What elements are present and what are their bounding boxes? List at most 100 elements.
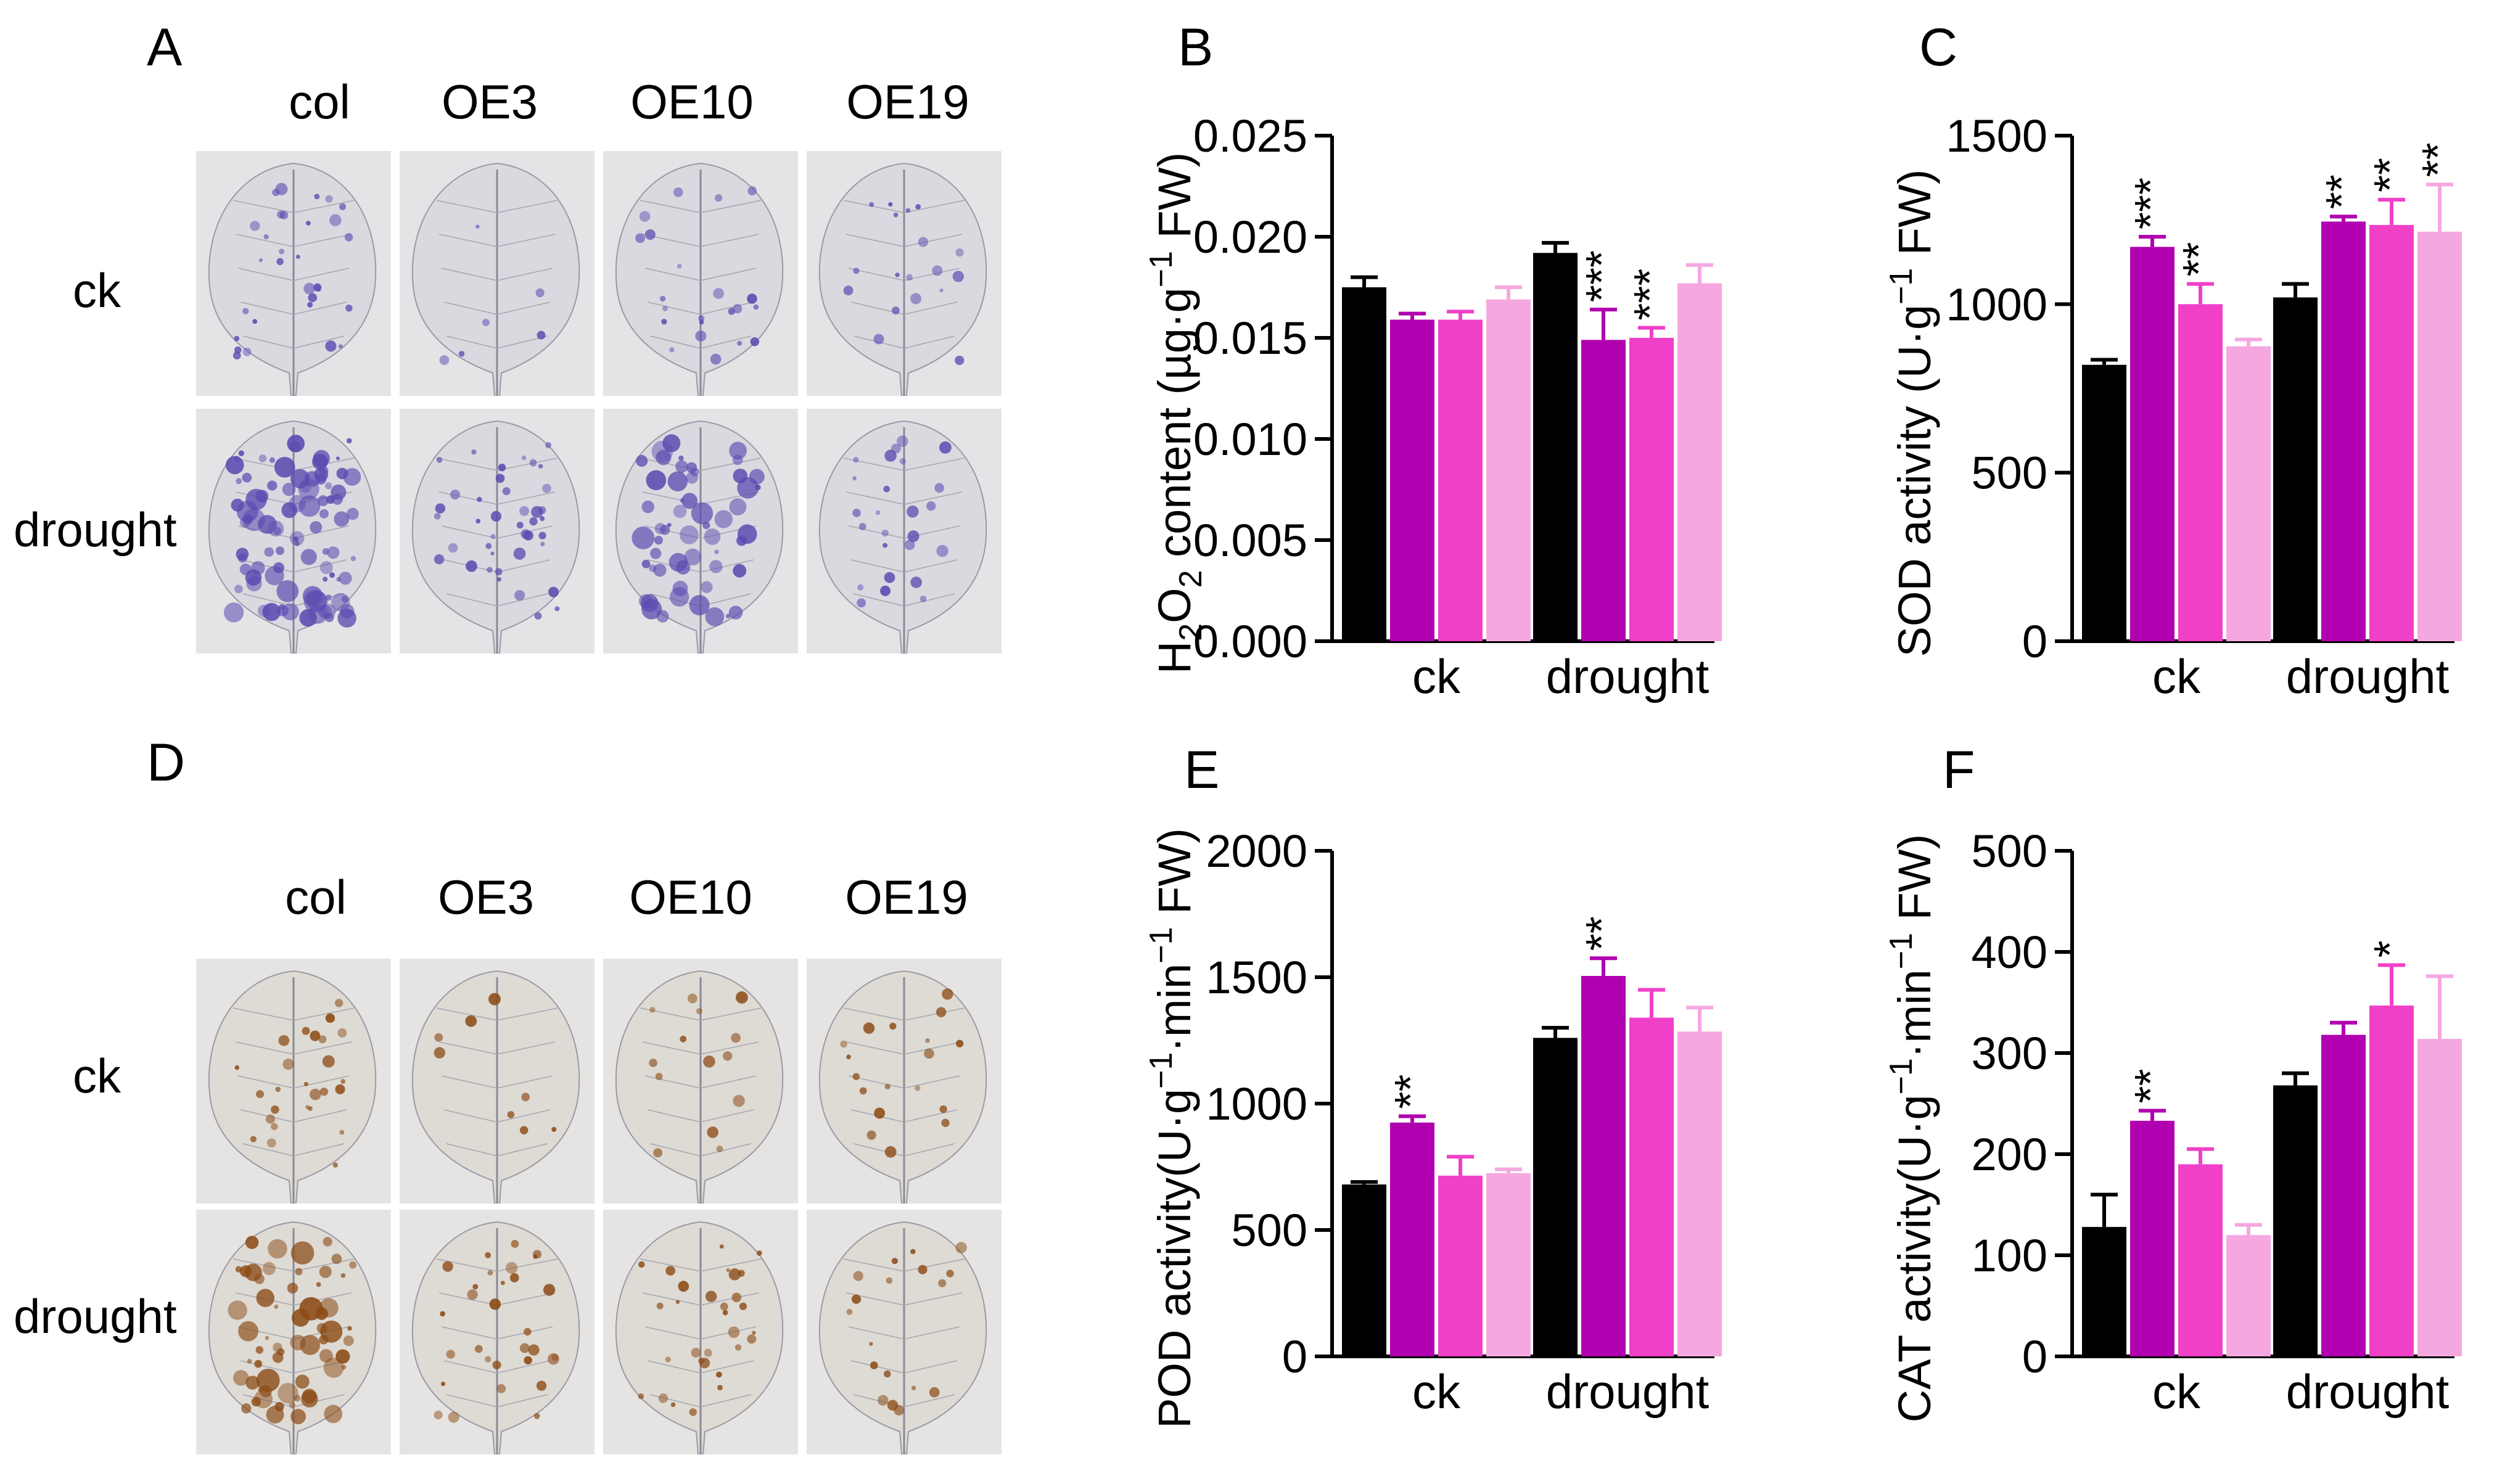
y-tick-label: 2000	[1206, 826, 1307, 877]
bar-oe10-ck	[2178, 304, 2223, 641]
x-tick-label: drought	[2286, 649, 2450, 703]
bar-col-drought	[2273, 297, 2318, 641]
x-tick-label: ck	[2152, 649, 2201, 703]
panel-letter-a: A	[147, 18, 183, 77]
bar-oe10-drought	[2369, 1005, 2414, 1356]
nbt-leaf-drought-oe19	[807, 409, 1002, 654]
dab-leaf-drought-oe3	[400, 1210, 595, 1454]
bar-oe10-ck	[1438, 319, 1483, 641]
x-tick-label: drought	[1546, 649, 1710, 703]
dab-leaf-ck-oe19	[807, 959, 1002, 1203]
y-tick-label: 0	[2022, 1331, 2047, 1382]
dab-leaf-ck-col	[196, 959, 391, 1203]
significance-marker: **	[2414, 142, 2463, 177]
dab-leaf-ck-oe3	[400, 959, 595, 1203]
bar-oe19-ck	[2226, 1235, 2271, 1356]
significance-marker: ***	[2126, 178, 2176, 229]
dab-leaf-drought-oe10	[603, 1210, 798, 1454]
x-tick-label: ck	[1412, 649, 1461, 703]
y-axis-label: POD activity(U·g−1·min−1 FW)	[1143, 828, 1200, 1429]
significance-marker: **	[2174, 242, 2224, 276]
y-tick-label: 500	[1972, 826, 2047, 877]
column-label-oe19: OE19	[846, 75, 969, 129]
row-label-drought: drought	[14, 502, 177, 557]
bar-col-ck	[2082, 1227, 2126, 1356]
bar-oe3-ck	[2130, 1120, 2174, 1356]
nbt-leaf-ck-oe19	[807, 151, 1002, 396]
y-tick-label: 0	[2022, 616, 2047, 667]
bar-oe10-ck	[2178, 1164, 2223, 1356]
significance-marker: **	[1578, 916, 1627, 951]
bar-col-ck	[1342, 1184, 1386, 1356]
significance-marker: *	[2366, 940, 2415, 957]
bar-col-drought	[2273, 1085, 2318, 1356]
bar-oe10-drought	[1629, 1017, 1674, 1356]
dab-leaf-ck-oe10	[603, 959, 798, 1203]
bar-oe19-drought	[1677, 1031, 1722, 1356]
row-label-ck: ck	[73, 263, 121, 318]
column-label-oe3: OE3	[441, 75, 538, 129]
x-tick-label: drought	[2286, 1364, 2450, 1419]
y-tick-label: 1000	[1206, 1078, 1307, 1129]
significance-marker: ***	[1626, 269, 1675, 321]
panel-letter-d: D	[147, 733, 186, 792]
bar-col-drought	[1533, 253, 1578, 641]
y-tick-label: 200	[1972, 1129, 2047, 1180]
panel-letter-c: C	[1919, 18, 1958, 77]
bar-oe3-ck	[2130, 247, 2174, 641]
x-tick-label: ck	[2152, 1364, 2201, 1419]
panel-letter-f: F	[1943, 740, 1975, 800]
dab-leaf-drought-col	[196, 1210, 391, 1454]
y-tick-label: 500	[1232, 1205, 1307, 1256]
y-tick-label: 0.000	[1193, 616, 1307, 667]
nbt-leaf-ck-col	[196, 151, 391, 396]
bar-oe19-drought	[2417, 1039, 2462, 1356]
nbt-leaf-drought-col	[196, 409, 391, 654]
chart-pod-activity: 0 500 1000 1500 2000 ck ** drought ** POD activit…	[1098, 801, 1745, 1429]
y-tick-label: 0.015	[1193, 313, 1307, 364]
y-axis-label: H2O2 content (µg·g−1 FW)	[1143, 152, 1209, 674]
bar-oe19-drought	[1677, 283, 1722, 641]
bar-oe19-ck	[2226, 346, 2271, 641]
significance-marker: **	[2318, 174, 2367, 209]
y-tick-label: 1500	[1206, 952, 1307, 1003]
bar-oe3-drought	[2321, 1035, 2366, 1356]
y-tick-label: 0.005	[1193, 515, 1307, 566]
bar-oe10-drought	[1629, 338, 1674, 641]
y-tick-label: 100	[1972, 1230, 2047, 1281]
y-tick-label: 500	[1972, 448, 2047, 499]
y-tick-label: 400	[1972, 927, 2047, 978]
column-label-oe19: OE19	[845, 870, 968, 924]
significance-marker: **	[2366, 158, 2415, 192]
column-label-oe10: OE10	[630, 75, 754, 129]
nbt-leaf-ck-oe3	[400, 151, 595, 396]
y-tick-label: 0.025	[1193, 110, 1307, 162]
column-label-oe10: OE10	[629, 870, 752, 924]
chart-h2o2-content: 0.000 0.005 0.010 0.015 0.020 0.025 ck drought *…	[1098, 86, 1745, 706]
bar-oe10-drought	[2369, 224, 2414, 641]
bar-col-ck	[1342, 287, 1386, 641]
nbt-leaf-ck-oe10	[603, 151, 798, 396]
bar-col-drought	[1533, 1038, 1578, 1356]
x-tick-label: drought	[1546, 1364, 1710, 1419]
bar-oe19-ck	[1486, 1173, 1531, 1356]
bar-oe3-drought	[1581, 340, 1626, 641]
dab-leaf-drought-oe19	[807, 1210, 1002, 1454]
nbt-leaf-drought-oe3	[400, 409, 595, 654]
bar-oe10-ck	[1438, 1175, 1483, 1356]
column-label-col: col	[289, 75, 350, 129]
bar-oe3-drought	[2321, 221, 2366, 641]
y-axis-label: SOD activity (U·g−1 FW)	[1883, 169, 1940, 657]
bar-oe19-ck	[1486, 299, 1531, 641]
y-tick-label: 300	[1972, 1028, 2047, 1079]
bar-oe3-ck	[1390, 319, 1434, 641]
y-tick-label: 1000	[1946, 279, 2047, 330]
y-tick-label: 1500	[1946, 110, 2047, 162]
significance-marker: **	[2126, 1068, 2176, 1103]
significance-marker: ***	[1578, 250, 1627, 302]
row-label-ck: ck	[73, 1049, 121, 1103]
panel-letter-e: E	[1184, 740, 1220, 800]
bar-oe3-drought	[1581, 975, 1626, 1356]
nbt-leaf-drought-oe10	[603, 409, 798, 654]
x-tick-label: ck	[1412, 1364, 1461, 1419]
